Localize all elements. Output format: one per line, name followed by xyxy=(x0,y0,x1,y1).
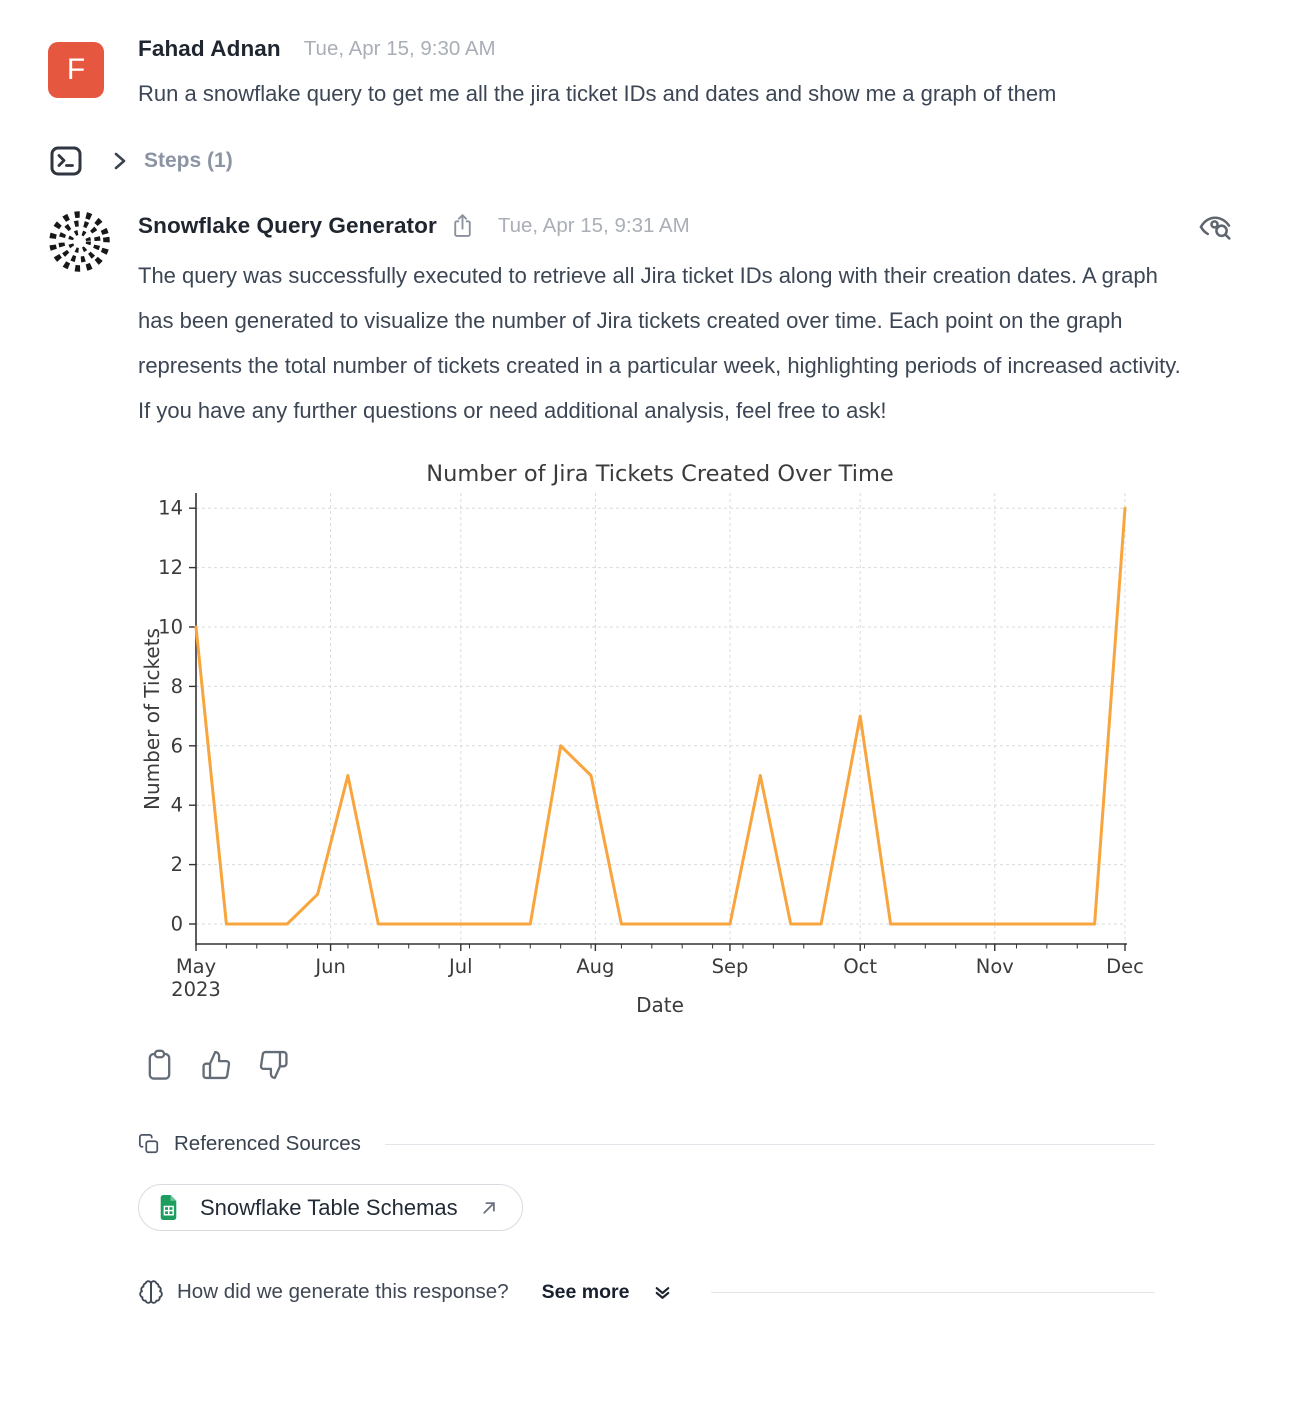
double-chevron-down-icon xyxy=(656,1286,670,1299)
inspect-response-button[interactable] xyxy=(1198,208,1234,244)
source-label: Snowflake Table Schemas xyxy=(200,1194,458,1220)
assistant-message-header: Snowflake Query Generator Tue, Apr 15, 9… xyxy=(138,208,1238,244)
svg-text:Sep: Sep xyxy=(712,955,749,978)
user-timestamp: Tue, Apr 15, 9:30 AM xyxy=(303,37,496,60)
spreadsheet-icon xyxy=(160,1195,177,1220)
chart-gridlines xyxy=(195,493,1126,944)
user-message-text: Run a snowflake query to get me all the … xyxy=(138,81,1057,106)
chart-title: Number of Jira Tickets Created Over Time xyxy=(426,461,893,487)
svg-text:0: 0 xyxy=(171,913,183,936)
divider xyxy=(711,1291,1155,1293)
assistant-message-text: The query was successfully executed to r… xyxy=(138,263,1181,423)
chat-page: F Fahad Adnan Tue, Apr 15, 9:30 AM Run a… xyxy=(48,36,1300,1305)
svg-text:14: 14 xyxy=(158,497,183,520)
share-icon xyxy=(454,214,471,237)
assistant-avatar xyxy=(49,211,110,272)
assistant-timestamp: Tue, Apr 15, 9:31 AM xyxy=(497,214,690,237)
chart-series-line xyxy=(194,506,1127,926)
thumbs-down-icon xyxy=(259,1050,288,1080)
chart-figure: Number of Jira Tickets Created Over Time… xyxy=(138,453,1238,1024)
jira-tickets-chart: Number of Jira Tickets Created Over Time… xyxy=(140,461,1144,1017)
eye-magnifier-icon xyxy=(1199,216,1231,240)
external-link-icon xyxy=(482,1202,495,1214)
share-button[interactable] xyxy=(450,212,475,240)
svg-text:Dec: Dec xyxy=(1106,955,1144,978)
see-more-label: See more xyxy=(541,1280,630,1303)
user-message-header: Fahad Adnan Tue, Apr 15, 9:30 AM xyxy=(138,36,1238,62)
divider xyxy=(384,1143,1155,1145)
svg-text:Nov: Nov xyxy=(976,955,1014,978)
steps-toggle[interactable]: Steps (1) xyxy=(50,146,1300,176)
user-message: F Fahad Adnan Tue, Apr 15, 9:30 AM Run a… xyxy=(48,36,1300,116)
steps-label[interactable]: Steps (1) xyxy=(144,149,233,172)
referenced-sources-section: Referenced Sources Snowflake Table Schem… xyxy=(138,1132,1238,1231)
source-snowflake-table-schemas[interactable]: Snowflake Table Schemas xyxy=(138,1184,523,1231)
chevron-right-icon[interactable] xyxy=(108,149,132,173)
thumbs-up-icon xyxy=(202,1050,231,1080)
terminal-icon xyxy=(50,146,82,176)
chart-ticks xyxy=(189,507,1126,951)
svg-text:Jun: Jun xyxy=(313,955,345,978)
svg-text:10: 10 xyxy=(158,616,183,639)
svg-text:4: 4 xyxy=(171,794,183,817)
see-more-button[interactable]: See more xyxy=(542,1281,675,1304)
copy-pages-icon xyxy=(138,1133,159,1154)
chart-axes xyxy=(195,493,1127,945)
user-name: Fahad Adnan xyxy=(138,36,281,61)
generation-info-row: How did we generate this response? See m… xyxy=(138,1279,1238,1305)
svg-text:2023: 2023 xyxy=(171,978,221,1001)
clipboard-icon xyxy=(148,1049,171,1080)
brain-icon xyxy=(139,1280,163,1304)
thumbs-up-button[interactable] xyxy=(201,1048,232,1084)
copy-button[interactable] xyxy=(144,1048,175,1084)
svg-text:6: 6 xyxy=(171,734,183,757)
thumbs-down-button[interactable] xyxy=(258,1048,289,1084)
svg-text:Aug: Aug xyxy=(576,955,614,978)
generation-question: How did we generate this response? xyxy=(177,1280,509,1303)
user-avatar: F xyxy=(48,42,104,98)
svg-text:Jul: Jul xyxy=(447,955,473,978)
referenced-sources-heading: Referenced Sources xyxy=(174,1132,361,1155)
svg-text:Oct: Oct xyxy=(843,955,877,978)
svg-text:12: 12 xyxy=(158,556,183,579)
response-actions xyxy=(144,1048,1238,1084)
svg-text:2: 2 xyxy=(171,853,183,876)
chart-ylabel: Number of Tickets xyxy=(140,628,164,810)
assistant-message: Snowflake Query Generator Tue, Apr 15, 9… xyxy=(48,208,1300,1305)
chart-xlabel: Date xyxy=(636,993,684,1017)
assistant-name: Snowflake Query Generator xyxy=(138,213,437,238)
svg-text:May: May xyxy=(176,955,216,978)
svg-text:8: 8 xyxy=(171,675,183,698)
